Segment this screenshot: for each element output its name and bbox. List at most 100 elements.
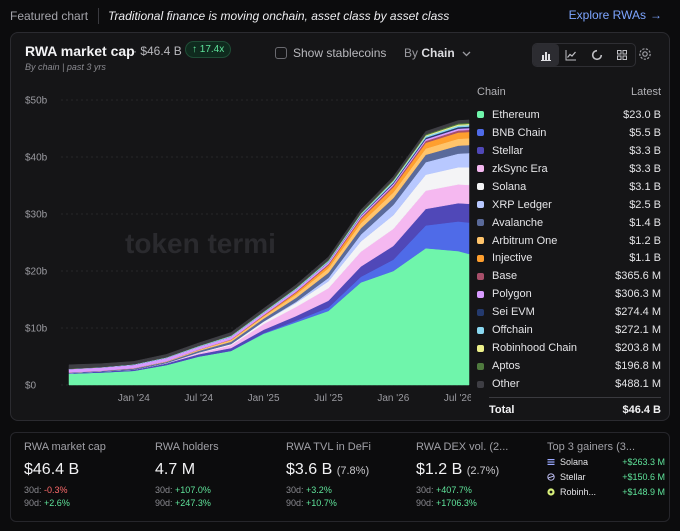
legend-item[interactable]: Base $365.6 M (477, 267, 661, 285)
stat-30d-label: 30d: (286, 485, 304, 495)
legend-item-value: $1.1 B (629, 252, 661, 265)
legend-item[interactable]: zkSync Era $3.3 B (477, 160, 661, 178)
stat-30d-label: 30d: (155, 485, 173, 495)
legend-swatch (477, 308, 484, 316)
stat-90d-label: 90d: (24, 498, 42, 508)
featured-chart-label: Featured chart (10, 9, 89, 23)
group-by-dropdown[interactable]: By Chain (404, 46, 471, 60)
donut-chart-view-button[interactable] (584, 44, 610, 66)
top-bar: Featured chart Traditional finance is mo… (0, 0, 680, 32)
stat-value-pct: (7.8%) (336, 465, 370, 477)
gainer-row[interactable]: Stellar +$150.6 M (547, 471, 665, 483)
gainer-row[interactable]: Robinh... +$148.9 M (547, 486, 665, 498)
legend-item[interactable]: Injective $1.1 B (477, 250, 661, 268)
rwa-market-cap-chart[interactable]: token termi $50b $40b $30b $20b $10b $0 Jan '… (19, 88, 471, 413)
legend-item[interactable]: BNB Chain $5.5 B (477, 124, 661, 142)
stat-holders[interactable]: RWA holders 4.7 M 30d: +107.0% 90d: +247… (155, 441, 219, 508)
chart-watermark: token termi (125, 228, 276, 259)
legend-item[interactable]: XRP Ledger $2.5 B (477, 196, 661, 214)
legend-item[interactable]: Robinhood Chain $203.8 M (477, 339, 661, 357)
legend-item[interactable]: Offchain $272.1 M (477, 321, 661, 339)
donut-chart-icon (591, 49, 603, 61)
explore-rwas-link[interactable]: Explore RWAs → (569, 8, 662, 22)
legend-item[interactable]: Solana $3.1 B (477, 178, 661, 196)
stat-value-pct: (2.7%) (466, 465, 500, 477)
show-stablecoins-toggle[interactable]: Show stablecoins (275, 46, 386, 60)
legend-item[interactable]: Sei EVM $274.4 M (477, 303, 661, 321)
gainer-value: +$150.6 M (622, 472, 665, 482)
stat-90d-change: +10.7% (306, 498, 337, 508)
legend-item-value: $196.8 M (615, 360, 661, 373)
legend-swatch (477, 147, 484, 155)
gainer-value: +$263.3 M (622, 457, 665, 467)
stats-panel: RWA market cap $46.4 B 30d: -0.3% 90d: +… (10, 432, 670, 522)
legend-header-latest: Latest (631, 86, 661, 98)
legend-item-name: Sei EVM (492, 306, 535, 319)
bar-chart-icon (540, 52, 551, 61)
divider (98, 8, 99, 24)
gainer-row[interactable]: Solana +$263.3 M (547, 456, 665, 468)
bar-chart-view-button[interactable] (533, 44, 559, 66)
legend-item-value: $203.8 M (615, 342, 661, 355)
stat-dex-volume[interactable]: RWA DEX vol. (2... $1.2 B (2.7%) 30d: +4… (416, 441, 508, 508)
group-by-value: Chain (421, 46, 455, 60)
stat-30d-label: 30d: (24, 485, 42, 495)
gainer-name: Stellar (560, 472, 586, 482)
legend-item-name: Other (492, 378, 520, 391)
legend-item[interactable]: Avalanche $1.4 B (477, 214, 661, 232)
area-series-other (68, 119, 470, 370)
stat-30d-row: 30d: -0.3% (24, 485, 106, 495)
legend-swatch (477, 272, 484, 280)
legend-item[interactable]: Stellar $3.3 B (477, 142, 661, 160)
legend-item-name: Avalanche (492, 216, 544, 229)
legend-item-value: $488.1 M (615, 378, 661, 391)
legend-swatch (477, 183, 484, 191)
line-chart-icon (565, 50, 577, 61)
solana-icon (547, 459, 555, 465)
chart-title: RWA market cap (25, 43, 135, 59)
arrow-right-icon: → (650, 8, 662, 22)
stat-value-main: $1.2 B (416, 461, 463, 478)
legend-item-name: Base (492, 270, 518, 283)
legend-item[interactable]: Arbitrum One $1.2 B (477, 232, 661, 250)
gainer-value: +$148.9 M (622, 487, 665, 497)
legend-item[interactable]: Other $488.1 M (477, 375, 661, 393)
legend-item[interactable]: Aptos $196.8 M (477, 357, 661, 375)
stat-30d-row: 30d: +3.2% (286, 485, 371, 495)
legend-item-value: $306.3 M (615, 288, 661, 301)
chart-subtitle: By chain | past 3 yrs (25, 62, 106, 72)
growth-badge: ↑ 17.4x (185, 41, 232, 58)
legend-item-value: $274.4 M (615, 306, 661, 319)
y-tick-label: $0 (25, 381, 37, 392)
stat-value: $1.2 B (2.7%) (416, 461, 508, 479)
explore-rwas-label: Explore RWAs (568, 8, 646, 22)
stat-label: RWA market cap (24, 441, 106, 453)
legend-item-name: XRP Ledger (492, 198, 552, 211)
stat-tvl-defi[interactable]: RWA TVL in DeFi $3.6 B (7.8%) 30d: +3.2%… (286, 441, 371, 508)
grid-view-button[interactable] (610, 44, 636, 66)
legend-item-name: Robinhood Chain (492, 342, 578, 355)
stat-90d-label: 90d: (155, 498, 173, 508)
stellar-icon (547, 473, 555, 481)
legend-item-value: $3.3 B (629, 144, 661, 157)
stat-market-cap[interactable]: RWA market cap $46.4 B 30d: -0.3% 90d: +… (24, 441, 106, 508)
chart-view-switcher (532, 43, 636, 67)
settings-gear-icon[interactable] (638, 47, 652, 61)
group-by-prefix: By (404, 46, 419, 60)
legend-item-value: $23.0 B (623, 108, 661, 121)
x-tick-label: Jan '25 (248, 393, 280, 404)
stat-90d-label: 90d: (286, 498, 304, 508)
stat-90d-label: 90d: (416, 498, 434, 508)
legend-item[interactable]: Polygon $306.3 M (477, 285, 661, 303)
legend-item[interactable]: Ethereum $23.0 B (477, 106, 661, 124)
stablecoins-checkbox[interactable] (275, 47, 287, 59)
y-tick-label: $20b (25, 267, 48, 278)
legend-item-value: $365.6 M (615, 270, 661, 283)
stat-30d-change: +3.2% (306, 485, 332, 495)
legend-swatch (477, 380, 484, 388)
legend-swatch (477, 165, 484, 173)
line-chart-view-button[interactable] (559, 44, 585, 66)
stat-90d-change: +247.3% (175, 498, 211, 508)
stat-90d-row: 90d: +2.6% (24, 498, 106, 508)
legend-swatch (477, 254, 484, 262)
